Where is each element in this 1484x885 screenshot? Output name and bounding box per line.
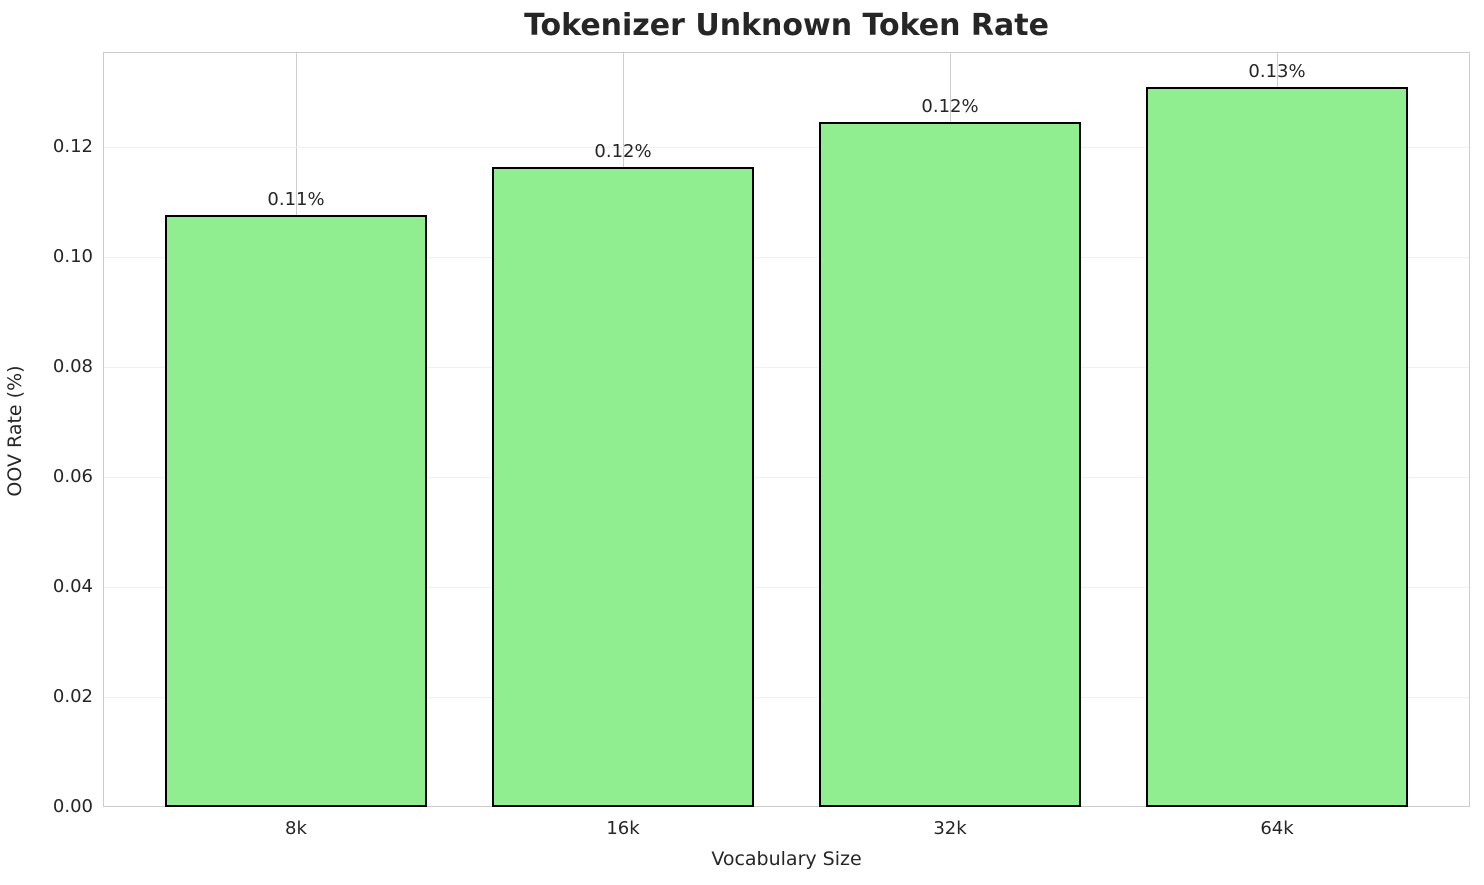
x-tick-label: 8k bbox=[285, 818, 307, 839]
plot-area bbox=[103, 52, 1470, 807]
bar-32k bbox=[819, 122, 1081, 807]
chart-title: Tokenizer Unknown Token Rate bbox=[524, 8, 1049, 43]
bar-value-label: 0.12% bbox=[921, 96, 979, 117]
y-tick-label: 0.02 bbox=[52, 686, 93, 707]
bar-16k bbox=[492, 167, 754, 807]
x-tick-label: 64k bbox=[1260, 818, 1294, 839]
y-tick-label: 0.06 bbox=[52, 466, 93, 487]
y-tick-label: 0.00 bbox=[52, 796, 93, 817]
y-tick-label: 0.08 bbox=[52, 356, 93, 377]
h-gridline bbox=[103, 587, 1470, 588]
h-gridline bbox=[103, 477, 1470, 478]
h-gridline bbox=[103, 147, 1470, 148]
bar-64k bbox=[1146, 87, 1408, 807]
bar-8k bbox=[165, 215, 427, 807]
bar-value-label: 0.12% bbox=[594, 141, 652, 162]
y-tick-label: 0.10 bbox=[52, 246, 93, 267]
x-tick-label: 16k bbox=[606, 818, 640, 839]
bar-value-label: 0.11% bbox=[267, 189, 325, 210]
h-gridline bbox=[103, 697, 1470, 698]
bar-value-label: 0.13% bbox=[1248, 61, 1306, 82]
x-tick-label: 32k bbox=[933, 818, 967, 839]
y-axis-label: OOV Rate (%) bbox=[4, 365, 26, 497]
x-axis-label: Vocabulary Size bbox=[711, 848, 862, 870]
y-tick-label: 0.12 bbox=[52, 136, 93, 157]
h-gridline bbox=[103, 257, 1470, 258]
y-tick-label: 0.04 bbox=[52, 576, 93, 597]
h-gridline bbox=[103, 367, 1470, 368]
